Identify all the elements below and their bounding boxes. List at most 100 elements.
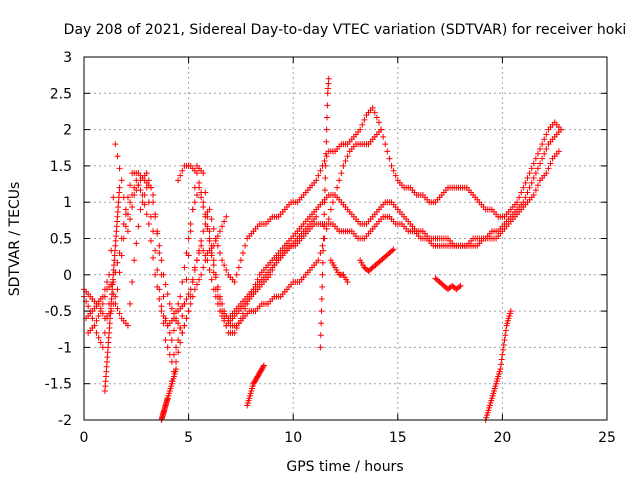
data-point [114, 286, 121, 293]
series-trace-g [101, 184, 123, 394]
data-point [532, 187, 539, 194]
data-point [390, 167, 397, 174]
data-point [173, 344, 180, 351]
data-point [114, 153, 121, 160]
data-point [179, 329, 186, 336]
data-point [120, 220, 127, 227]
axis-layer: 0 5 10 15 20 25 -2 -1.5 -1 -0.5 0 0.5 1 1.5 2 2.5 3 [45, 50, 616, 446]
data-point [158, 257, 165, 264]
data-point [89, 315, 96, 322]
data-point [237, 257, 244, 264]
data-point [223, 266, 230, 273]
data-point [344, 153, 351, 160]
data-point [344, 279, 351, 286]
data-point [154, 266, 161, 273]
data-point [147, 237, 154, 244]
data-point [147, 184, 154, 191]
data-point [150, 254, 157, 261]
data-point [206, 235, 213, 242]
data-point [210, 242, 217, 249]
data-point [520, 184, 527, 191]
data-point [191, 264, 198, 271]
data-point [160, 312, 167, 319]
data-point [380, 133, 387, 140]
y-tick-label: 0.5 [50, 232, 72, 248]
data-point [124, 194, 131, 201]
data-point [320, 247, 327, 254]
data-point [457, 282, 464, 289]
data-point [313, 177, 320, 184]
data-point [183, 296, 190, 302]
data-point [332, 191, 339, 198]
data-point [456, 283, 463, 290]
data-point [185, 308, 192, 315]
data-point [200, 170, 207, 177]
data-point [204, 223, 211, 230]
data-point [210, 269, 217, 276]
series-trace-h [158, 366, 180, 423]
data-point [547, 160, 554, 167]
data-point [164, 344, 171, 351]
data-point [127, 216, 134, 223]
data-point [317, 332, 324, 339]
series-trace-m [482, 308, 514, 423]
data-point [152, 247, 159, 254]
data-point [320, 223, 327, 230]
data-point [375, 119, 382, 126]
series-trace-a [81, 104, 564, 351]
data-point [371, 109, 378, 116]
data-point [191, 286, 198, 293]
data-point [219, 223, 226, 230]
data-point [152, 271, 159, 278]
series-trace-l [432, 275, 464, 293]
data-point [131, 257, 138, 264]
y-tick-label: 0 [63, 268, 72, 284]
data-point [321, 199, 328, 206]
data-point [239, 250, 246, 257]
data-point [541, 150, 548, 157]
y-tick-label: -1.5 [45, 377, 72, 393]
data-point [321, 158, 328, 165]
data-point [315, 257, 322, 264]
data-point [323, 138, 330, 145]
data-point [315, 172, 322, 179]
data-point [127, 199, 134, 206]
data-point [191, 199, 198, 206]
data-point [175, 177, 182, 184]
data-point [223, 213, 230, 220]
data-point [114, 259, 121, 266]
data-point [177, 339, 184, 346]
data-point [555, 148, 562, 155]
data-point [329, 199, 336, 206]
data-point [317, 344, 324, 351]
data-point [320, 235, 327, 242]
data-point [322, 175, 329, 181]
data-point [118, 177, 125, 184]
data-point [537, 160, 544, 167]
data-point [206, 266, 213, 273]
series-trace-c [160, 148, 562, 416]
data-point [110, 194, 117, 201]
y-tick-label: 1.5 [50, 159, 72, 175]
data-point [97, 339, 104, 346]
data-point [179, 279, 186, 286]
data-point [526, 184, 533, 191]
data-point [179, 167, 186, 174]
chart-title: Day 208 of 2021, Sidereal Day-to-day VTE… [64, 22, 627, 38]
data-point [154, 283, 161, 290]
data-point [181, 264, 188, 271]
data-point [93, 317, 100, 324]
data-point [116, 184, 123, 191]
data-point [543, 131, 550, 138]
data-point [193, 191, 200, 198]
data-point [85, 303, 92, 310]
series-trace-d [83, 126, 385, 329]
data-point [359, 121, 366, 128]
data-point [170, 310, 177, 317]
data-point [177, 293, 184, 300]
data-point [214, 233, 221, 240]
data-point [516, 194, 523, 201]
data-point [118, 235, 125, 242]
data-point [324, 114, 331, 121]
